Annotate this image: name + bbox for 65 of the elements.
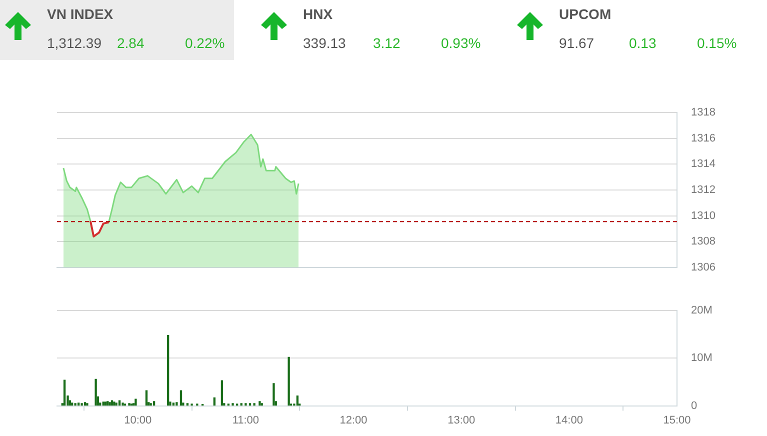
bar [86,403,88,406]
text: 339.13 [303,35,346,51]
bar [253,403,256,406]
text: 2.84 [117,35,144,51]
bar [288,356,290,406]
bar [176,402,178,406]
bar [258,401,261,406]
x-tick-label: 13:00 [448,414,476,426]
x-tick-label: 11:00 [232,414,260,426]
y-tick-label: 1316 [691,132,716,144]
y-tick-label: 1312 [691,184,716,196]
text: 0.93% [441,35,481,51]
bar [296,395,299,406]
x-tick-label: 15:00 [663,414,691,426]
bar [180,390,182,406]
x-tick-label: 10:00 [124,414,152,426]
text: 0.13 [629,35,656,51]
bar [102,402,104,406]
bar [186,403,189,406]
text: VN INDEX [47,6,114,22]
x-tick-label: 12:00 [340,414,368,426]
y-tick-label: 1318 [691,106,716,119]
text: 0.15% [697,35,737,51]
text: 3.12 [373,35,400,51]
bar [213,397,216,406]
bar [77,402,80,406]
bar [108,402,111,406]
bar [248,403,252,406]
bar [113,402,116,406]
bar [104,402,107,406]
bar [260,403,263,406]
text: 0.22% [185,35,225,51]
bar [145,390,148,406]
bar [166,335,170,406]
bar [244,403,247,406]
bar [134,398,137,406]
text: UPCOM [559,6,612,22]
bar [152,401,156,406]
y-tick-label: 0 [691,400,698,412]
text: 1,312.39 [47,35,102,51]
y-tick-label: 1308 [691,236,716,248]
bar [240,403,242,406]
bar [71,402,74,406]
bar [132,403,135,406]
bar [150,403,152,406]
bar [232,403,234,406]
bar [115,402,118,406]
bar [84,402,86,406]
bar [74,403,76,406]
y-tick-label: 1306 [691,261,716,274]
y-tick-label: 10M [691,352,712,364]
y-tick-label: 20M [691,304,712,317]
x-tick-label: 14:00 [555,414,583,426]
bar [80,403,83,406]
bar [172,402,175,406]
bar [94,378,97,406]
bar [63,380,66,406]
text: 91.67 [559,35,594,51]
bar [118,400,121,406]
bar [272,383,275,406]
bar [110,400,114,406]
text: HNX [303,6,333,22]
bar [220,380,224,406]
y-tick-label: 1310 [691,210,716,222]
y-tick-label: 1314 [691,158,716,170]
